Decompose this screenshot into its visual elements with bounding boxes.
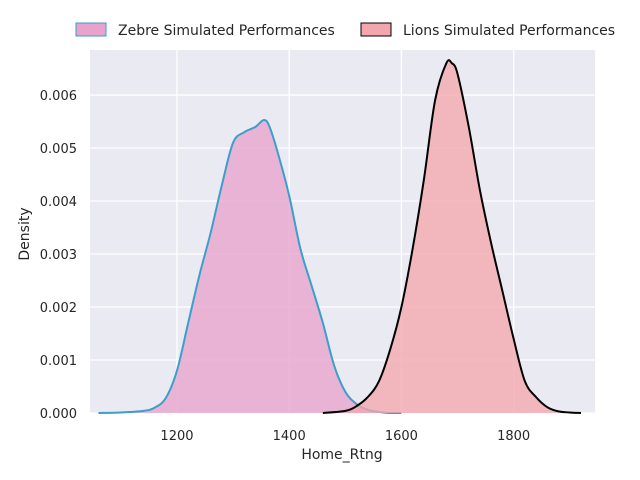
x-tick-label: 1800 xyxy=(497,429,530,444)
legend: Zebre Simulated Performances Lions Simula… xyxy=(75,22,615,39)
x-tick-label: 1400 xyxy=(273,429,306,444)
series-2-area xyxy=(322,60,581,413)
y-axis-label: Density xyxy=(17,207,33,260)
legend-label: Zebre Simulated Performances xyxy=(118,23,335,39)
x-tick-label: 1200 xyxy=(160,429,193,444)
y-tick-label: 0.006 xyxy=(40,89,77,104)
y-tick-label: 0.002 xyxy=(40,301,77,316)
series-1-area xyxy=(98,119,402,413)
series-1-line xyxy=(98,118,402,415)
series-2-line xyxy=(322,59,582,414)
y-tick-label: 0.005 xyxy=(40,142,77,157)
ticks: 1200 1400 1600 1800 0.000 0.001 0.002 0.003 0.00… xyxy=(40,89,530,444)
legend-swatch xyxy=(75,22,107,37)
y-tick-label: 0.001 xyxy=(40,354,77,369)
legend-label: Lions Simulated Performances xyxy=(403,23,615,39)
x-tick-label: 1600 xyxy=(385,429,418,444)
y-tick-label: 0.004 xyxy=(40,195,77,210)
x-axis-label: Home_Rtng xyxy=(301,447,382,463)
y-tick-label: 0.000 xyxy=(40,407,77,422)
y-tick-label: 0.003 xyxy=(40,248,77,263)
series-layer xyxy=(98,59,582,415)
legend-swatch xyxy=(360,22,392,37)
